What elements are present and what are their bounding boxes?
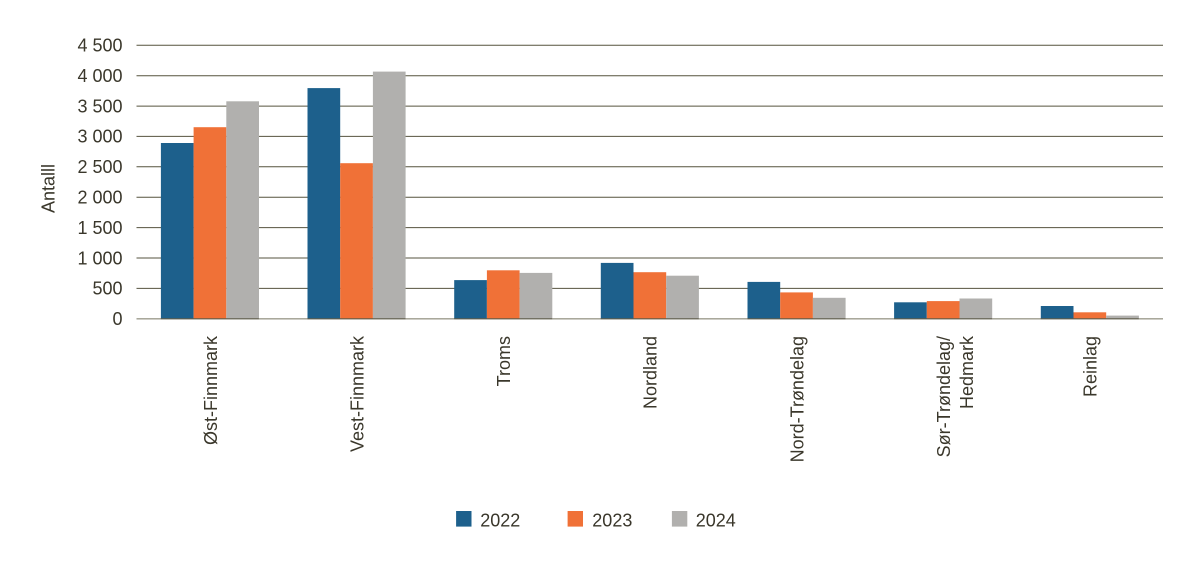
svg-text:4 500: 4 500 [77, 36, 122, 56]
svg-text:2 500: 2 500 [77, 157, 122, 177]
svg-text:Nordland: Nordland [641, 336, 661, 409]
svg-text:Antalll: Antalll [39, 164, 59, 213]
svg-text:Vest-Finnmark: Vest-Finnmark [348, 335, 368, 452]
svg-text:1 500: 1 500 [77, 218, 122, 238]
svg-text:Nord-Trøndelag: Nord-Trøndelag [787, 336, 807, 462]
svg-text:2023: 2023 [592, 511, 632, 531]
svg-text:Troms: Troms [494, 336, 514, 386]
svg-text:3 500: 3 500 [77, 96, 122, 116]
svg-text:Reinlag: Reinlag [1081, 336, 1101, 397]
svg-text:2024: 2024 [696, 511, 736, 531]
svg-text:3 000: 3 000 [77, 127, 122, 147]
svg-text:2 000: 2 000 [77, 188, 122, 208]
svg-text:Øst-Finnmark: Øst-Finnmark [201, 335, 221, 445]
svg-text:4 000: 4 000 [77, 66, 122, 86]
svg-text:Sør-Trøndelag/: Sør-Trøndelag/ [934, 336, 954, 457]
svg-text:Hedmark: Hedmark [957, 335, 977, 409]
svg-text:2022: 2022 [480, 511, 520, 531]
svg-text:0: 0 [112, 309, 122, 329]
svg-text:1 000: 1 000 [77, 248, 122, 268]
svg-text:500: 500 [92, 279, 122, 299]
